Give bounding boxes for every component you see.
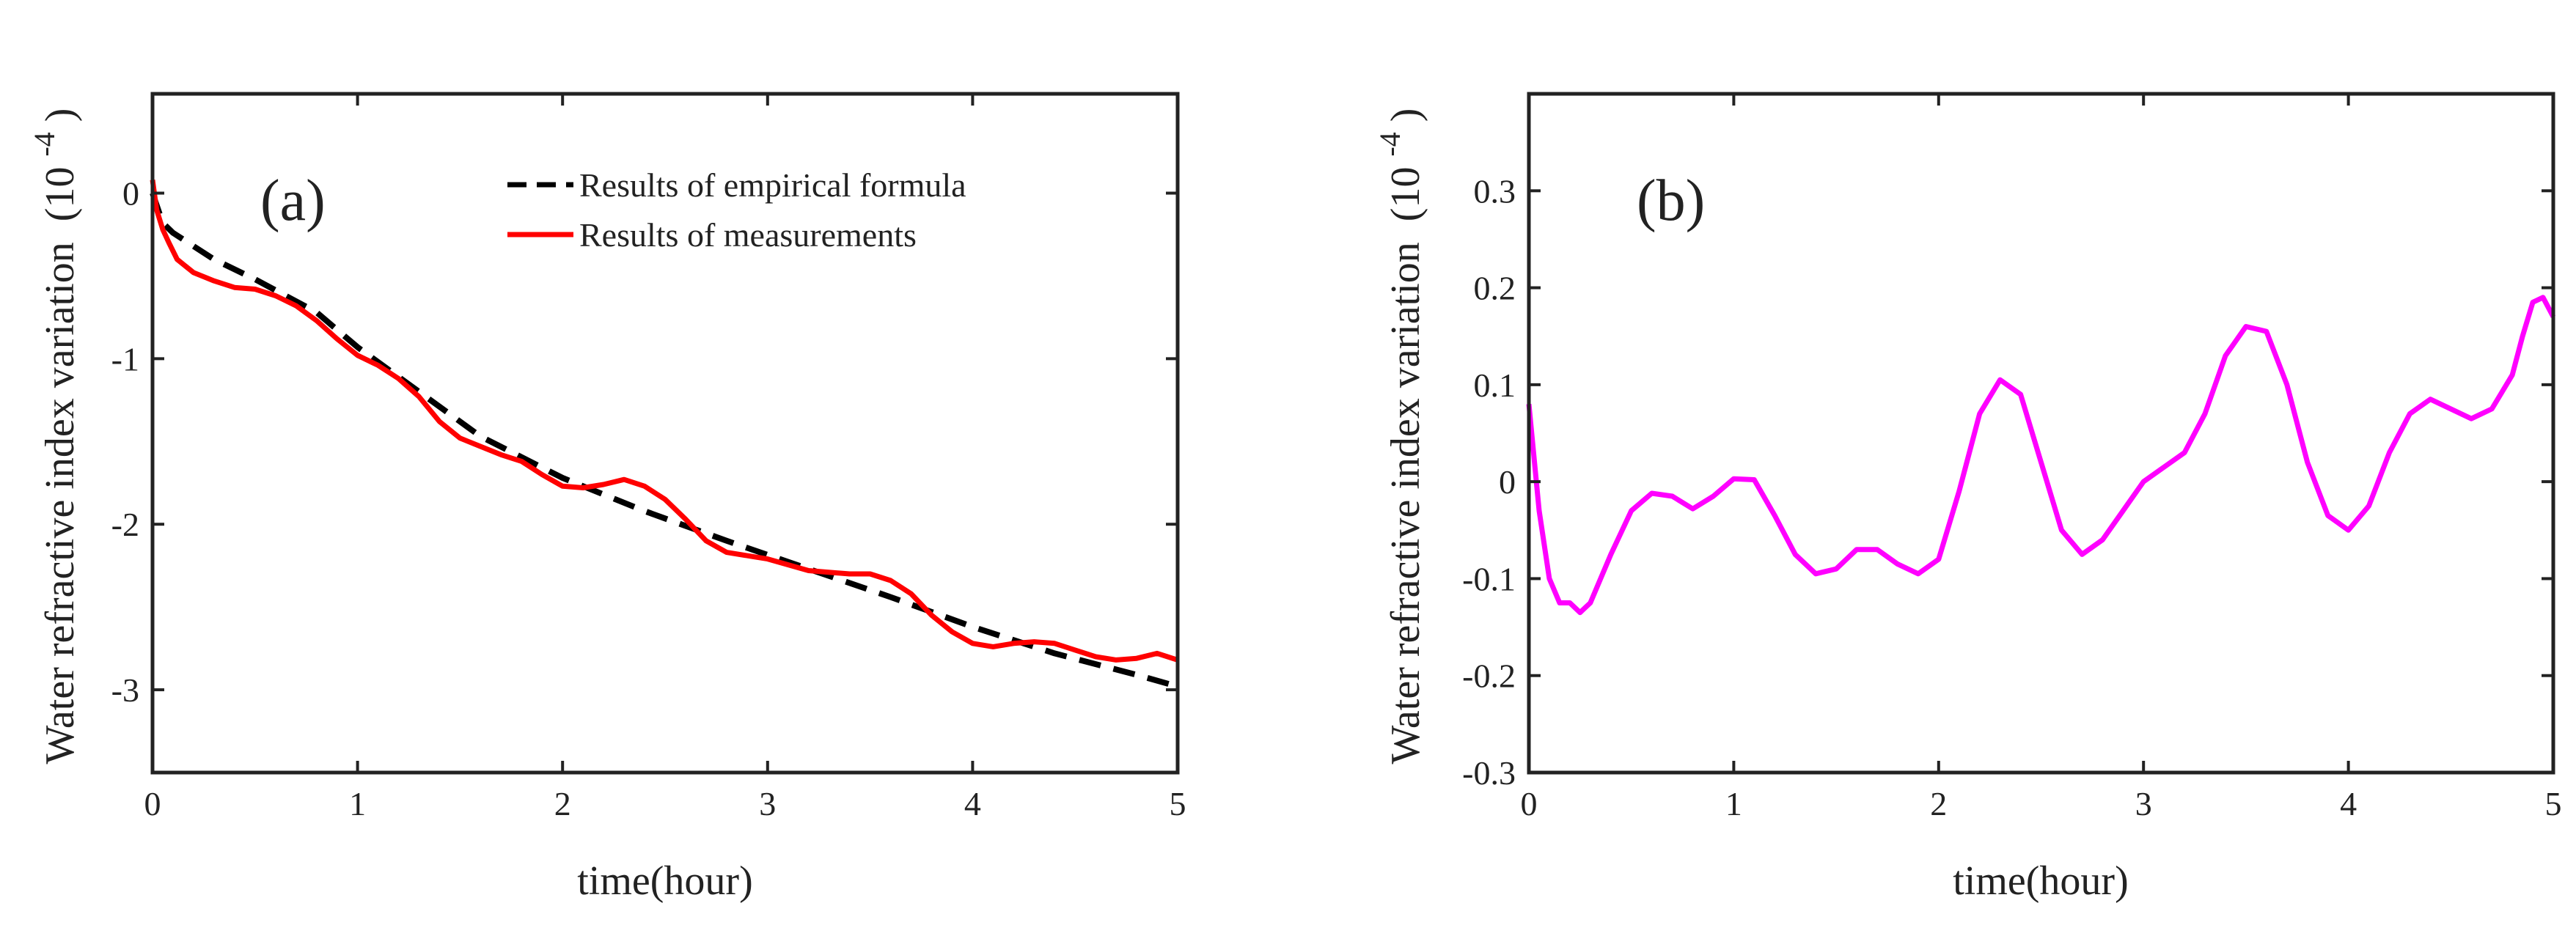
y-tick-label-b-2: 0.1 (1474, 366, 1516, 404)
x-ticks-b: 0 1 2 3 4 5 (1521, 94, 2562, 822)
legend-label-measurements: Results of measurements (579, 216, 917, 254)
plot-frame-a (150, 92, 1180, 775)
y-axis-unit-a-base: (10 (37, 167, 83, 222)
y-tick-label-b-5: -0.2 (1462, 657, 1516, 695)
y-axis-unit-a-close: ) (37, 108, 83, 122)
x-tick-label-a-4: 4 (964, 785, 981, 822)
y-tick-label-b-4: -0.1 (1462, 560, 1516, 597)
series-line-a-1 (150, 179, 1179, 663)
y-ticks-b: 0.3 0.2 0.1 0 -0.1 -0.2 -0.3 (1462, 172, 2553, 792)
x-tick-label-b-0: 0 (1521, 785, 1538, 822)
y-axis-label-b-text: Water refractive index variation (1383, 242, 1428, 764)
y-tick-label-a-0: 0 (122, 175, 139, 213)
y-ticks-a: 0 -1 -2 -3 (111, 175, 1178, 709)
legend-a: Results of empirical formula Results of … (507, 166, 966, 254)
chart-panel-a: 0 1 2 3 4 5 0 -1 -2 -3 (a) time(hour) Water refr… (18, 92, 1186, 904)
y-axis-unit-a-exp: -4 (28, 132, 61, 156)
x-axis-label-a: time(hour) (577, 858, 752, 904)
y-tick-label-a-1: -1 (111, 340, 139, 377)
x-tick-label-a-5: 5 (1170, 785, 1186, 822)
y-axis-label-a: Water refractive index variation (10 -4 … (18, 108, 83, 764)
y-tick-label-a-2: -2 (111, 506, 139, 543)
x-tick-label-b-4: 4 (2340, 785, 2357, 822)
x-tick-label-b-3: 3 (2135, 785, 2152, 822)
series-line-b-0 (1526, 295, 2556, 616)
x-tick-label-a-0: 0 (144, 785, 161, 822)
y-axis-unit-b-close: ) (1383, 108, 1428, 122)
x-tick-label-b-2: 2 (1930, 785, 1947, 822)
panel-label-a: (a) (260, 169, 326, 233)
x-tick-label-b-1: 1 (1725, 785, 1742, 822)
y-axis-unit-b-exp: -4 (1373, 132, 1406, 156)
y-tick-label-a-3: -3 (111, 671, 139, 709)
legend-label-empirical: Results of empirical formula (579, 166, 966, 204)
y-axis-unit-b-base: (10 (1383, 167, 1428, 222)
chart-panel-b: 0 1 2 3 4 5 0.3 0.2 0.1 0 -0.1 -0.2 -0.3 (b) time(h… (1364, 92, 2562, 904)
y-tick-label-b-1: 0.2 (1474, 270, 1516, 307)
x-tick-label-b-5: 5 (2545, 785, 2562, 822)
y-tick-label-b-6: -0.3 (1462, 754, 1516, 792)
panel-label-b: (b) (1637, 169, 1705, 233)
series-layer-b (1526, 295, 2556, 616)
x-axis-label-b: time(hour) (1953, 858, 2128, 904)
x-tick-label-a-3: 3 (759, 785, 776, 822)
y-tick-label-b-3: 0 (1499, 463, 1516, 501)
series-line-a-0 (150, 192, 1179, 690)
x-tick-label-a-1: 1 (349, 785, 366, 822)
x-ticks-a: 0 1 2 3 4 5 (144, 94, 1186, 822)
y-tick-label-b-0: 0.3 (1474, 172, 1516, 210)
x-tick-label-a-2: 2 (554, 785, 571, 822)
plot-frame-b (1527, 92, 2555, 775)
series-layer-a (150, 179, 1179, 690)
y-axis-label-a-text: Water refractive index variation (37, 242, 83, 764)
y-axis-label-b: Water refractive index variation (10 -4 … (1364, 108, 1428, 764)
